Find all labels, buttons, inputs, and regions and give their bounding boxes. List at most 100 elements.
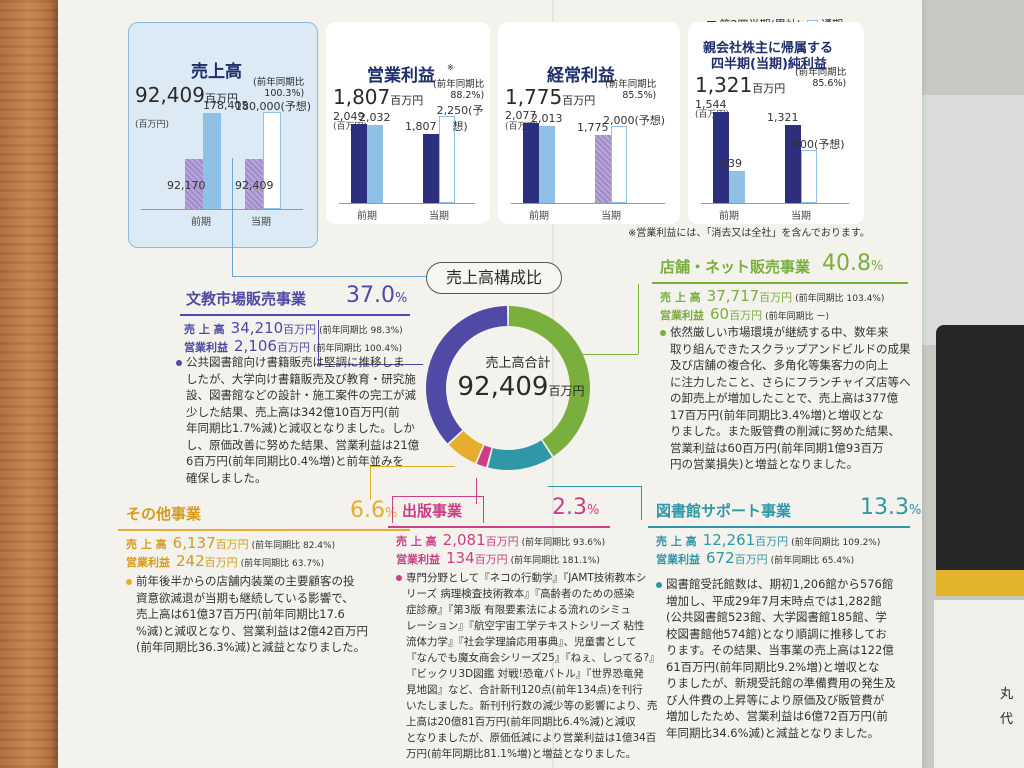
panel-value-unit: 百万円 [204,92,238,105]
category-label: 当期 [429,211,449,222]
row-unit: 百万円 [276,341,310,354]
donut-center-label: 売上高合計 [485,356,551,371]
background-window [922,95,1024,345]
description-text: 61百万円(前年同期比9.2%増)と増収とな [666,659,880,674]
description-line: 売上高は61億37百万円(前年同期比17.6 [126,606,368,623]
description-line: び人件費の上昇等により原価及び販管費が [656,692,896,709]
category-label: 当期 [601,211,621,222]
segment-pct-value: 37.0 [346,283,395,308]
segment-pct-unit: % [394,291,408,306]
row-value: 672 [706,549,735,567]
panel-yoy: (前年同期比 85.6%) [795,67,846,89]
row-label: 売 上 高 [126,538,167,551]
row-unit: 百万円 [283,323,317,336]
segment-pct-unit: % [908,503,922,518]
segment-pct: 40.8% [822,251,883,276]
panel-axis [701,203,849,204]
panel-value: 92,409百万円 [135,83,238,107]
panel-yoy-value: 100.3%) [264,88,305,99]
segment-description: 専門分野として『ネコの行動学』『JAMT技術教本シ リーズ 病理検査技術教本』『高… [396,570,660,762]
donut-slice-3 [476,445,492,468]
brochure-page: 第2四半期(累計) 通期 売上高92,409百万円(前年同期比100.3%)(百… [58,0,922,768]
description-line: 及び店舗の複合化、多角化等集客力の向上 [660,357,911,374]
bar-cumulative-prev [713,112,729,203]
description-text: 増加したため、営業利益は6億72百万円(前 [666,709,888,723]
panel-title: 経常利益 [547,66,615,86]
segment-description: 公共図書館向け書籍販売は堅調に推移しま したが、大学向け書籍販売及び教育・研究施設… [176,354,419,486]
description-line: リーズ 病理検査技術教本』『高齢者のための感染 [396,586,660,602]
segment-pct-unit: % [385,506,398,521]
description-line: りましたが、新規受託館の準備費用の発生及 [656,675,896,692]
segment-pct: 2.3% [552,495,599,520]
panel-value-unit: 百万円 [390,94,424,107]
connector-sonota-h [370,466,455,467]
row-value: 134 [446,549,475,567]
panel-value: 1,775百万円 [505,85,595,109]
row-yoy: (前年同期比 82.4%) [251,541,336,551]
description-text: し、原価改善に努めた結果、営業利益は21億 [186,437,420,452]
bar-full-year-curr [611,126,627,203]
row-label: 売 上 高 [656,535,697,548]
category-label: 前期 [357,211,377,222]
description-line: 万円(前年同期比81.1%増)と増益となりました。 [396,746,660,762]
description-line: 営業利益は60百万円(前年同期1億93百万 [660,440,911,457]
bullet-dot [126,578,132,585]
bar-full-year-prev [729,171,745,203]
segment-underline [180,314,410,316]
description-text: りました。また販管費の削減に努めた結果、 [670,424,900,438]
panel-y-unit: (百万円) [333,119,367,132]
panel-y-unit: (百万円) [695,107,729,120]
description-line: 流体力学』『社会学理論応用事典』、児童書として [396,634,660,650]
row-label: 営業利益 [126,556,170,569]
row-value: 12,261 [702,531,756,549]
description-line: 設、図書館などの設計・施工案件の完工が減 [176,387,419,404]
panel-yoy-label: (前年同期比 [433,79,485,90]
segment-tenpo: 店舗・ネット販売事業 40.8% 売 上 高 37,717百万円 (前年同期比 103.… [648,251,912,471]
segment-op-row: 営業利益 134百万円 (前年同期比 181.1%) [396,548,600,567]
segment-name-frame [392,496,484,523]
description-text: 6百万円(前年同期比0.4%増)と前年並みを [186,454,405,468]
connector-tenpo-h [578,354,638,355]
segment-pct-value: 13.3 [860,495,909,520]
row-label: 売 上 高 [396,535,437,548]
description-text: 『ビックリ3D図鑑 対戦!恐竜バトル』『世界恐竜発 [406,668,644,680]
bar-cumulative-curr [423,133,439,203]
panel-value-unit: 百万円 [752,82,786,95]
description-line: 前年後半からの店舗内装業の主要顧客の投 [126,573,368,590]
category-label: 前期 [191,217,211,228]
bar-label-cumulative: 1,807 [405,119,437,133]
description-line: 円の営業損失)と増益となりました。 [660,456,911,473]
segment-pct: 6.6% [350,498,397,523]
row-unit: 百万円 [755,535,789,548]
row-yoy: (前年同期比 98.3%) [319,326,403,336]
panel-title: 営業利益 [367,66,435,86]
connector-tenpo-v [638,284,639,354]
segment-name: 文教市場販売事業 [186,290,307,308]
connector-left-horizontal [232,276,432,277]
row-unit: 百万円 [485,535,519,548]
row-unit: 百万円 [759,291,793,304]
panel-title-line2: 四半期(当期)純利益 [711,57,827,72]
row-unit: 百万円 [734,553,768,566]
row-value: 34,210 [230,319,284,337]
panel-yoy-value: 85.6%) [812,78,847,89]
row-yoy: (前年同期比 65.4%) [770,556,855,566]
description-text: 校図書館他574館)となり順調に推移してお [666,626,887,641]
segment-name: 図書館サポート事業 [656,502,792,520]
bar-full-year-prev [367,124,383,203]
description-text: リーズ 病理検査技術教本』『高齢者のための感染 [406,588,635,600]
description-text: 及び店舗の複合化、多角化等集客力の向上 [670,358,889,372]
bar-full-year-prev [539,125,555,203]
row-label: 営業利益 [396,553,440,566]
panel-axis [339,203,475,204]
segment-name: 出版事業 [402,502,463,520]
row-unit: 百万円 [204,556,238,569]
description-text: 専門分野として『ネコの行動学』『JAMT技術教本シ [406,572,647,584]
description-line: 増加したため、営業利益は6億72百万円(前 [656,708,896,725]
description-line: 『ビックリ3D図鑑 対戦!恐竜バトル』『世界恐竜発 [396,666,660,682]
bar-label-cumulative: 1,775 [577,120,609,134]
description-line: りました。また販管費の削減に努めた結果、 [660,423,911,440]
segment-pct: 13.3% [860,495,921,520]
description-text: 見地図』など、合計新刊120点(前年134点)を刊行 [406,684,643,696]
description-text: 図書館受託館数は、期初1,206館から576館 [666,577,894,591]
